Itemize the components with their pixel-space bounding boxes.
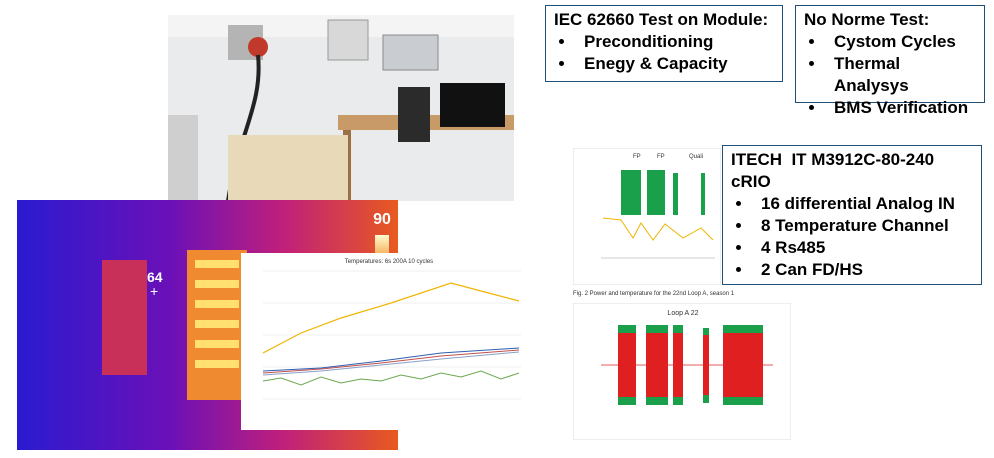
phase-label: FP: [657, 154, 665, 160]
test-box: IEC 62660 Test on Module: Preconditionin…: [545, 5, 783, 82]
list-item: Enegy & Capacity: [576, 53, 774, 75]
box-subtitle: cRIO: [731, 172, 771, 191]
list-item: Preconditioning: [576, 31, 774, 53]
equipment-box: ITECH IT M3912C-80-240 cRIO 16 different…: [722, 145, 982, 285]
chart-title: Loop A 22: [667, 310, 698, 317]
box-list: PreconditioningEnegy & Capacity: [554, 31, 774, 75]
loop-chart: Loop A 22: [573, 303, 791, 440]
list-item: 4 Rs485: [753, 237, 973, 259]
box-list: Cystom CyclesThermal AnalysysBMS Verific…: [804, 31, 976, 119]
box-title: IEC 62660 Test on Module:: [554, 10, 769, 29]
spot-label: 64: [147, 269, 163, 285]
chart-title: Temperatures: 6s 200A 10 cycles: [345, 259, 433, 265]
list-item: 16 differential Analog IN: [753, 193, 973, 215]
list-item: 8 Temperature Channel: [753, 215, 973, 237]
list-item: BMS Verification: [826, 97, 976, 119]
test-box: No Norme Test: Cystom CyclesThermal Anal…: [795, 5, 985, 117]
figure-caption: Fig. 2 Power and temperature for the 22n…: [573, 291, 735, 297]
scale-max: 90: [373, 211, 391, 228]
phase-label: Quali: [689, 154, 703, 160]
temperature-chart: Temperatures: 6s 200A 10 cycles: [241, 253, 536, 430]
list-item: Thermal Analysys: [826, 53, 976, 97]
list-item: 2 Can FD/HS: [753, 259, 973, 281]
box-title: ITECH IT M3912C-80-240: [731, 150, 935, 169]
box-list: 16 differential Analog IN8 Temperature C…: [731, 193, 973, 281]
list-item: Cystom Cycles: [826, 31, 976, 53]
spot-marker: +: [150, 283, 158, 299]
lab-photo: [168, 15, 514, 201]
power-chart: FP FP Quali: [573, 148, 721, 285]
box-title: No Norme Test:: [804, 10, 930, 29]
phase-label: FP: [633, 154, 641, 160]
